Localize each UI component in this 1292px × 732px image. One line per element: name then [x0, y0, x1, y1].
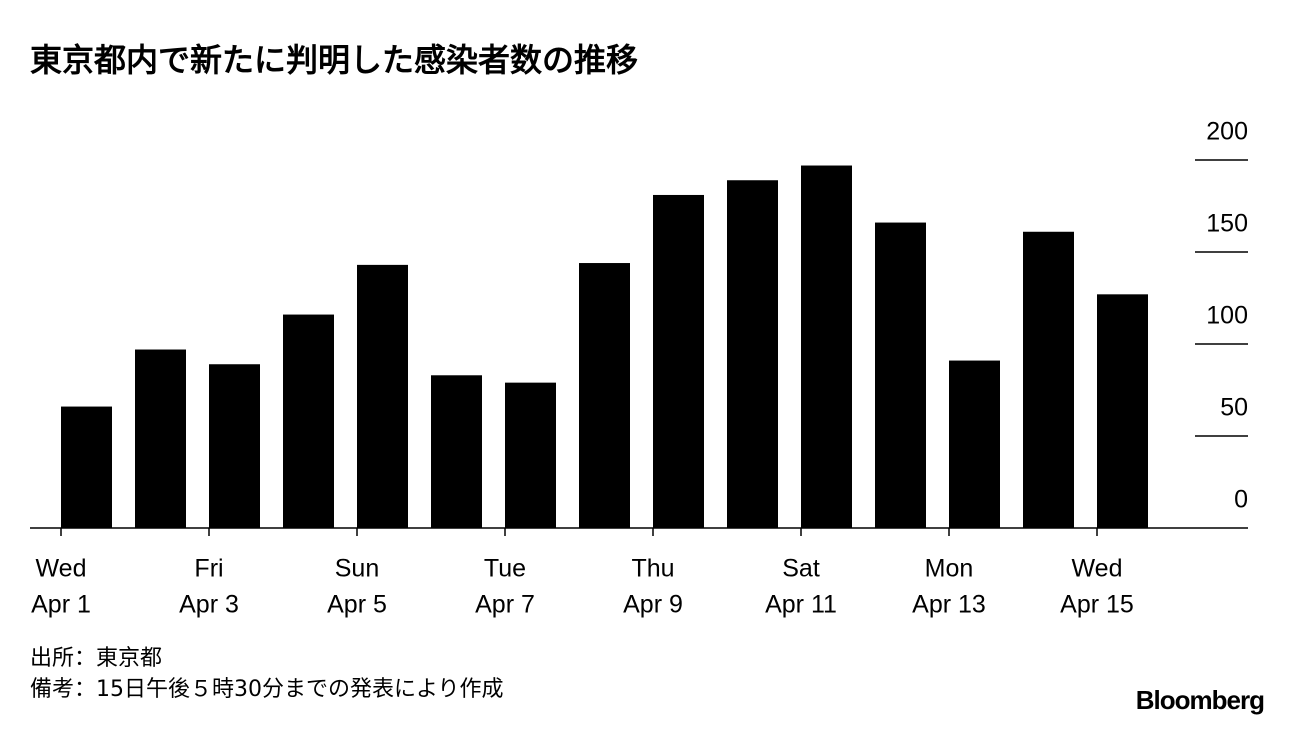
x-tick-label: Apr 7 — [475, 591, 535, 619]
x-tick-label: Mon — [925, 555, 974, 583]
y-tick-label: 0 — [1234, 486, 1248, 514]
bar — [209, 364, 260, 528]
x-tick-label: Sun — [335, 555, 379, 583]
bar — [949, 360, 1000, 528]
bar — [653, 194, 704, 528]
y-tick-label: 50 — [1220, 394, 1248, 422]
x-tick-label: Apr 13 — [912, 591, 986, 619]
bar — [801, 165, 852, 528]
bar — [61, 406, 112, 528]
x-tick-label: Apr 15 — [1060, 591, 1134, 619]
x-tick-label: Apr 5 — [327, 591, 387, 619]
note: 備考：15日午後５時30分までの発表により作成 — [30, 677, 504, 702]
bar — [283, 314, 334, 528]
bar — [135, 349, 186, 528]
bar — [431, 375, 482, 528]
y-tick-label: 100 — [1206, 302, 1248, 330]
x-tick-label: Apr 1 — [31, 591, 91, 619]
bar — [875, 222, 926, 528]
bar — [357, 264, 408, 528]
y-tick-label: 200 — [1206, 118, 1248, 146]
bar — [1023, 231, 1074, 528]
bar — [727, 180, 778, 529]
x-tick-label: Sat — [782, 555, 820, 583]
x-tick-label: Wed — [1072, 555, 1123, 583]
bar — [1097, 294, 1148, 528]
x-tick-label: Apr 9 — [623, 591, 683, 619]
x-tick-label: Apr 11 — [765, 591, 837, 619]
x-tick-label: Thu — [631, 555, 674, 583]
x-tick-label: Apr 3 — [179, 591, 239, 619]
x-tick-label: Fri — [194, 555, 223, 583]
brand: Bloomberg — [1136, 685, 1264, 715]
source: 出所：東京都 — [30, 646, 162, 671]
y-tick-label: 150 — [1206, 210, 1248, 238]
x-tick-label: Wed — [36, 555, 87, 583]
bar — [579, 263, 630, 528]
bar — [505, 382, 556, 528]
chart-title: 東京都内で新たに判明した感染者数の推移 — [30, 41, 638, 79]
x-tick-label: Tue — [484, 555, 526, 583]
